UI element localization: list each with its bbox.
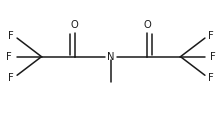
Text: F: F <box>210 52 216 62</box>
Text: F: F <box>6 52 12 62</box>
Text: F: F <box>8 73 14 83</box>
Text: F: F <box>8 31 14 41</box>
Text: O: O <box>71 20 78 30</box>
Text: F: F <box>208 31 214 41</box>
Text: N: N <box>107 52 115 62</box>
Text: O: O <box>144 20 151 30</box>
Text: F: F <box>208 73 214 83</box>
